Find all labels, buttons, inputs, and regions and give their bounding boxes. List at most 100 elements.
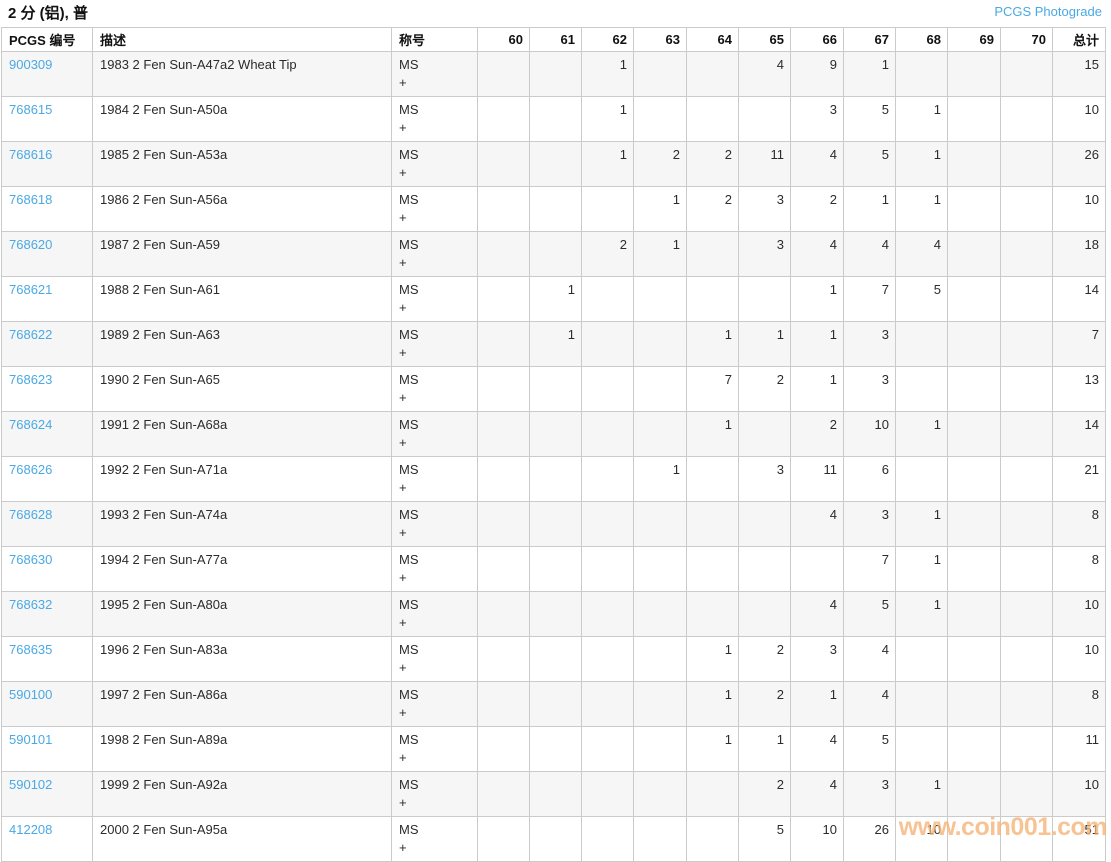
designation-line: + <box>399 300 407 315</box>
column-header-grade-61: 61 <box>529 27 582 52</box>
designation-line: + <box>399 435 407 450</box>
pcgs-number-link[interactable]: 768623 <box>9 372 53 387</box>
pcgs-number-link[interactable]: 768632 <box>9 597 53 612</box>
pcgs-number-link[interactable]: 768621 <box>9 282 53 297</box>
total-cell: 7 <box>1052 321 1106 367</box>
pcgs-number-link[interactable]: 768618 <box>9 192 53 207</box>
total-cell: 14 <box>1052 411 1106 457</box>
total-cell: 18 <box>1052 231 1106 277</box>
designation-line: MS <box>399 597 419 612</box>
grade-cell-61 <box>529 411 582 457</box>
grade-cell-70 <box>1000 456 1053 502</box>
designation-line: + <box>399 750 407 765</box>
grade-cell-69 <box>947 771 1001 817</box>
grade-cell-64: 1 <box>686 681 739 727</box>
pcgs-number-link[interactable]: 768628 <box>9 507 53 522</box>
grade-cell-64 <box>686 276 739 322</box>
pcgs-number-link[interactable]: 590101 <box>9 732 53 747</box>
table-row: 768623 1990 2 Fen Sun-A65 MS +7 2 1 3 13 <box>1 366 1106 412</box>
designation-line: MS <box>399 147 419 162</box>
grade-cell-67: 4 <box>843 636 896 682</box>
pcgs-number-link[interactable]: 590100 <box>9 687 53 702</box>
pcgs-number-link[interactable]: 900309 <box>9 57 53 72</box>
designation-line: MS <box>399 192 419 207</box>
grade-cell-69 <box>947 321 1001 367</box>
grade-cell-67: 4 <box>843 231 896 277</box>
designation-line: MS <box>399 282 419 297</box>
grade-cell-68: 1 <box>895 771 948 817</box>
grade-cell-69 <box>947 186 1001 232</box>
grade-cell-62 <box>581 546 634 592</box>
grade-cell-65: 2 <box>738 636 791 682</box>
description-cell: 1989 2 Fen Sun-A63 <box>92 321 392 367</box>
table-row: 768624 1991 2 Fen Sun-A68a MS +1 2 10 1 14 <box>1 411 1106 457</box>
grade-cell-65: 2 <box>738 771 791 817</box>
grade-cell-67: 1 <box>843 51 896 97</box>
grade-cell-65: 3 <box>738 456 791 502</box>
pcgs-number-link[interactable]: 590102 <box>9 777 53 792</box>
grade-cell-69 <box>947 681 1001 727</box>
pcgs-number-cell: 768618 <box>1 186 93 232</box>
pcgs-number-link[interactable]: 768624 <box>9 417 53 432</box>
grade-cell-66 <box>790 546 844 592</box>
designation-line: MS <box>399 732 419 747</box>
grade-cell-70 <box>1000 636 1053 682</box>
grade-cell-66: 1 <box>790 366 844 412</box>
total-cell: 51 <box>1052 816 1106 862</box>
designation-line: + <box>399 615 407 630</box>
pcgs-number-link[interactable]: 768635 <box>9 642 53 657</box>
column-header-grade-69: 69 <box>947 27 1001 52</box>
grade-cell-68: 5 <box>895 276 948 322</box>
population-table: PCGS 编号 描述 称号 60 61 62 63 64 65 66 67 68 69 70 总计 9003… <box>1 27 1106 862</box>
grade-cell-69 <box>947 231 1001 277</box>
grade-cell-67: 3 <box>843 321 896 367</box>
grade-cell-61: 1 <box>529 321 582 367</box>
grade-cell-63: 1 <box>633 186 687 232</box>
designation-cell: MS + <box>391 366 478 412</box>
total-cell: 21 <box>1052 456 1106 502</box>
description-cell: 1987 2 Fen Sun-A59 <box>92 231 392 277</box>
grade-cell-68: 1 <box>895 141 948 187</box>
grade-cell-66: 4 <box>790 231 844 277</box>
pcgs-number-link[interactable]: 768616 <box>9 147 53 162</box>
pcgs-photograde-link[interactable]: PCGS Photograde <box>994 4 1102 19</box>
pcgs-number-link[interactable]: 768626 <box>9 462 53 477</box>
pcgs-number-cell: 412208 <box>1 816 93 862</box>
grade-cell-63: 1 <box>633 231 687 277</box>
designation-line: + <box>399 840 407 855</box>
pcgs-number-link[interactable]: 768630 <box>9 552 53 567</box>
grade-cell-67: 10 <box>843 411 896 457</box>
grade-cell-63 <box>633 276 687 322</box>
grade-cell-62 <box>581 366 634 412</box>
grade-cell-65 <box>738 546 791 592</box>
table-row: 412208 2000 2 Fen Sun-A95a MS +5 10 26 10 51 <box>1 816 1106 862</box>
total-cell: 26 <box>1052 141 1106 187</box>
designation-line: MS <box>399 777 419 792</box>
grade-cell-66: 4 <box>790 141 844 187</box>
description-cell: 1988 2 Fen Sun-A61 <box>92 276 392 322</box>
pcgs-number-link[interactable]: 412208 <box>9 822 53 837</box>
total-cell: 10 <box>1052 591 1106 637</box>
table-row: 768632 1995 2 Fen Sun-A80a MS +4 5 1 10 <box>1 591 1106 637</box>
description-cell: 1999 2 Fen Sun-A92a <box>92 771 392 817</box>
grade-cell-62 <box>581 276 634 322</box>
pcgs-number-link[interactable]: 768622 <box>9 327 53 342</box>
grade-cell-62 <box>581 591 634 637</box>
pcgs-number-link[interactable]: 768620 <box>9 237 53 252</box>
designation-line: + <box>399 705 407 720</box>
grade-cell-64 <box>686 591 739 637</box>
total-cell: 8 <box>1052 681 1106 727</box>
total-cell: 8 <box>1052 546 1106 592</box>
column-header-grade-64: 64 <box>686 27 739 52</box>
designation-line: + <box>399 345 407 360</box>
grade-cell-64: 2 <box>686 186 739 232</box>
grade-cell-61 <box>529 816 582 862</box>
grade-cell-68 <box>895 366 948 412</box>
description-cell: 1991 2 Fen Sun-A68a <box>92 411 392 457</box>
pcgs-number-link[interactable]: 768615 <box>9 102 53 117</box>
grade-cell-61 <box>529 141 582 187</box>
pcgs-number-cell: 768632 <box>1 591 93 637</box>
grade-cell-60 <box>477 366 530 412</box>
table-header-row: PCGS 编号 描述 称号 60 61 62 63 64 65 66 67 68 69 70 总计 <box>1 27 1106 52</box>
grade-cell-68: 1 <box>895 411 948 457</box>
